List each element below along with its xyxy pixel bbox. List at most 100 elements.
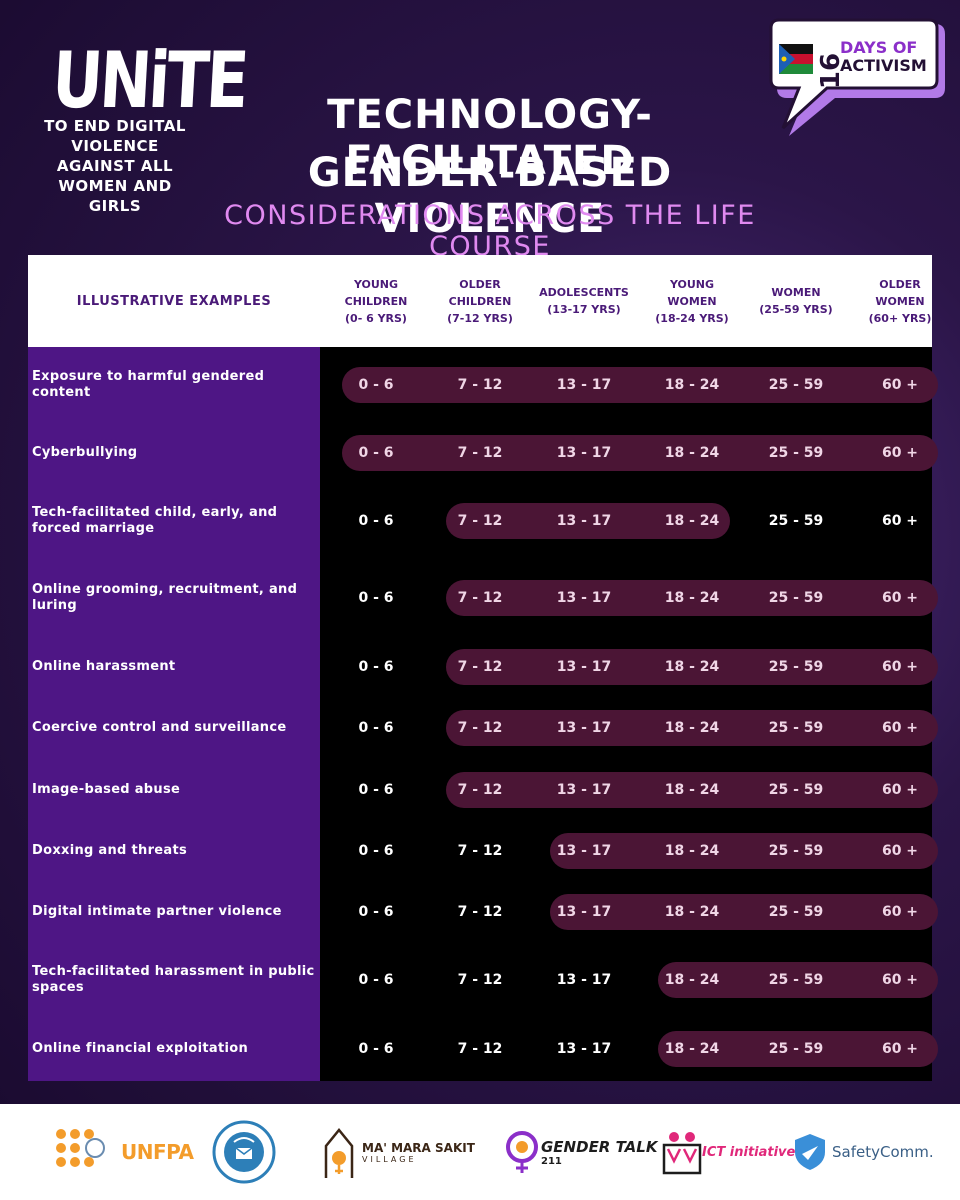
applicable-range-bar <box>342 435 938 471</box>
badge-days-of: DAYS OF <box>840 38 918 57</box>
age-cell: 60 + <box>881 513 919 529</box>
age-cell: 60 + <box>881 972 919 988</box>
unfpa-logo: UNFPA <box>55 1104 194 1200</box>
age-cell: 7 - 12 <box>457 659 503 675</box>
applicable-range-bar <box>550 833 938 869</box>
age-cell: 0 - 6 <box>358 972 394 988</box>
age-cell: 0 - 6 <box>358 843 394 859</box>
age-cell: 25 - 59 <box>768 1041 824 1057</box>
page-title-line-2: GENDER-BASED VIOLENCE <box>307 150 673 242</box>
age-column-header: ADOLESCENTS (13-17 YRS) <box>539 286 629 316</box>
age-column-header: YOUNG WOMEN (18-24 YRS) <box>655 277 729 325</box>
age-cell: 7 - 12 <box>457 590 503 606</box>
applicable-range-bar <box>658 1031 938 1067</box>
mama-sakit-name: MA' MARA SAKIT <box>362 1140 475 1155</box>
age-cell: 7 - 12 <box>457 445 503 461</box>
age-cell: 13 - 17 <box>556 720 612 736</box>
age-cell: 18 - 24 <box>664 513 720 529</box>
age-cell: 13 - 17 <box>556 843 612 859</box>
age-cell: 7 - 12 <box>457 377 503 393</box>
applicable-range-bar <box>658 962 938 998</box>
safetycomm-wordmark: SafetyComm. <box>832 1143 934 1161</box>
age-cell: 60 + <box>881 659 919 675</box>
partner-logos: UNFPA MA' MARA SAKIT VILLAGE GENDER TAL <box>0 1104 960 1200</box>
age-cell: 13 - 17 <box>556 659 612 675</box>
age-cell: 25 - 59 <box>768 904 824 920</box>
unite-tagline: TO END DIGITAL VIOLENCE AGAINST ALL WOME… <box>44 117 186 215</box>
age-cell: 7 - 12 <box>457 513 503 529</box>
age-cell: 25 - 59 <box>768 972 824 988</box>
age-cell: 18 - 24 <box>664 377 720 393</box>
age-cell: 18 - 24 <box>664 904 720 920</box>
age-cell: 0 - 6 <box>358 782 394 798</box>
age-cell: 60 + <box>881 445 919 461</box>
applicable-range-bar <box>342 367 938 403</box>
age-cell: 18 - 24 <box>664 782 720 798</box>
age-cell: 18 - 24 <box>664 720 720 736</box>
age-cell: 18 - 24 <box>664 843 720 859</box>
table-header: ILLUSTRATIVE EXAMPLES YOUNG CHILDREN (0-… <box>28 255 932 347</box>
row-label: Online grooming, recruitment, and luring <box>32 582 298 613</box>
age-cell: 18 - 24 <box>664 445 720 461</box>
mama-sakit-logo: MA' MARA SAKIT VILLAGE <box>322 1104 475 1200</box>
ict-initiative-logo: ICT initiative <box>662 1104 795 1200</box>
row-label: Online harassment <box>32 659 176 674</box>
age-cell: 60 + <box>881 377 919 393</box>
badge-activism: ACTIVISM <box>840 56 927 75</box>
age-cell: 13 - 17 <box>556 445 612 461</box>
page-subtitle: CONSIDERATIONS ACROSS THE LIFE COURSE <box>224 200 756 262</box>
age-cell: 18 - 24 <box>664 659 720 675</box>
row-label: Online financial exploitation <box>32 1041 249 1056</box>
age-cell: 0 - 6 <box>358 720 394 736</box>
age-cell: 7 - 12 <box>457 904 503 920</box>
row-label: Coercive control and surveillance <box>32 720 287 735</box>
age-cell: 18 - 24 <box>664 590 720 606</box>
age-cell: 7 - 12 <box>457 720 503 736</box>
applicable-range-bar <box>446 503 730 539</box>
age-cell: 25 - 59 <box>768 590 824 606</box>
age-cell: 25 - 59 <box>768 659 824 675</box>
age-cell: 18 - 24 <box>664 972 720 988</box>
age-column-header: WOMEN (25-59 YRS) <box>759 286 833 316</box>
age-cell: 60 + <box>881 843 919 859</box>
row-label: Doxxing and threats <box>32 843 188 858</box>
sixteen-days-badge: 16 DAYS OF ACTIVISM <box>765 18 950 143</box>
safetycomm-logo: SafetyComm. <box>792 1104 934 1200</box>
gender-talk-icon <box>506 1131 538 1173</box>
examples-column-header: ILLUSTRATIVE EXAMPLES <box>76 293 272 309</box>
age-cell: 7 - 12 <box>457 972 503 988</box>
age-column-header: OLDER WOMEN (60+ YRS) <box>868 277 932 325</box>
row-label: Exposure to harmful gendered content <box>32 369 265 400</box>
age-cell: 7 - 12 <box>457 1041 503 1057</box>
row-label: Tech-facilitated child, early, and force… <box>32 505 278 536</box>
unfpa-wordmark: UNFPA <box>121 1140 194 1164</box>
age-cell: 60 + <box>881 782 919 798</box>
house-icon <box>324 1128 354 1178</box>
age-cell: 25 - 59 <box>768 843 824 859</box>
unfpa-dots-icon <box>56 1129 105 1167</box>
row-label: Tech-facilitated harassment in public sp… <box>32 964 315 995</box>
nca-seal-icon <box>212 1120 276 1184</box>
age-cell: 13 - 17 <box>556 782 612 798</box>
row-label: Image-based abuse <box>32 782 181 797</box>
applicable-range-bar <box>446 649 938 685</box>
header: UNiTE TO END DIGITAL VIOLENCE AGAINST AL… <box>0 0 960 262</box>
age-cell: 0 - 6 <box>358 904 394 920</box>
age-cell: 13 - 17 <box>556 904 612 920</box>
age-cell: 0 - 6 <box>358 513 394 529</box>
flag-icon <box>779 44 813 74</box>
gender-talk-number: 211 <box>541 1155 562 1167</box>
age-cell: 0 - 6 <box>358 1041 394 1057</box>
ict-people-icon <box>662 1132 702 1175</box>
speech-bubble-icon <box>769 18 945 136</box>
age-cell: 13 - 17 <box>556 1041 612 1057</box>
age-cell: 0 - 6 <box>358 659 394 675</box>
age-cell: 13 - 17 <box>556 513 612 529</box>
life-course-table: ILLUSTRATIVE EXAMPLES YOUNG CHILDREN (0-… <box>28 255 938 1081</box>
age-cell: 0 - 6 <box>358 445 394 461</box>
applicable-range-bar <box>446 772 938 808</box>
applicable-range-bar <box>446 710 938 746</box>
age-column-header: YOUNG CHILDREN (0- 6 YRS) <box>344 277 408 325</box>
age-cell: 7 - 12 <box>457 782 503 798</box>
age-cell: 0 - 6 <box>358 377 394 393</box>
